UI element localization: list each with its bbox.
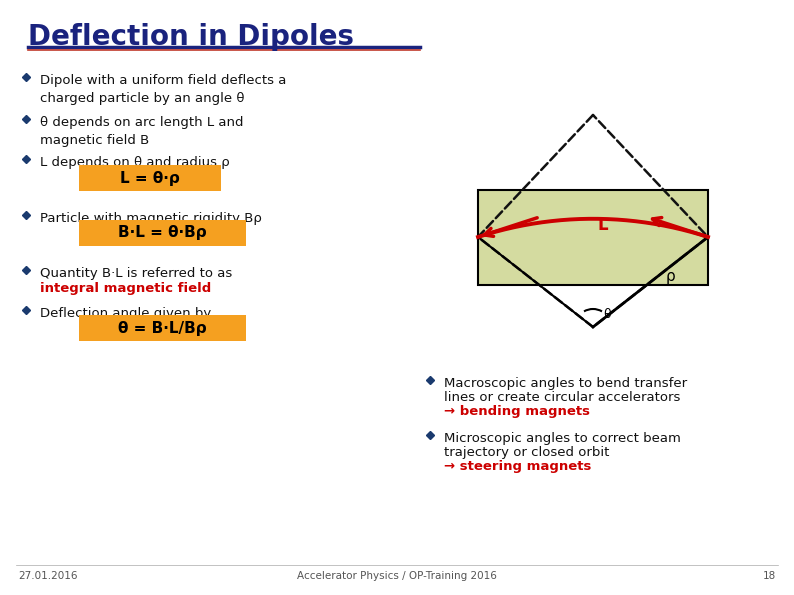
Text: lines or create circular accelerators: lines or create circular accelerators: [444, 391, 680, 404]
Text: Deflection in Dipoles: Deflection in Dipoles: [28, 23, 354, 51]
Text: L depends on θ and radius ρ: L depends on θ and radius ρ: [40, 156, 229, 169]
Text: Dipole with a uniform field deflects a
charged particle by an angle θ: Dipole with a uniform field deflects a c…: [40, 74, 287, 105]
Text: θ: θ: [603, 308, 611, 321]
Text: 27.01.2016: 27.01.2016: [18, 571, 78, 581]
Text: Accelerator Physics / OP-Training 2016: Accelerator Physics / OP-Training 2016: [297, 571, 497, 581]
Text: θ = B·L/Bρ: θ = B·L/Bρ: [118, 321, 206, 336]
Text: trajectory or closed orbit: trajectory or closed orbit: [444, 446, 609, 459]
Text: Deflection angle given by: Deflection angle given by: [40, 307, 211, 320]
Text: Microscopic angles to correct beam: Microscopic angles to correct beam: [444, 432, 681, 445]
Text: → bending magnets: → bending magnets: [444, 405, 590, 418]
FancyBboxPatch shape: [79, 220, 246, 246]
Bar: [478, 190, 708, 285]
Text: ρ: ρ: [665, 270, 675, 284]
Text: θ depends on arc length L and
magnetic field B: θ depends on arc length L and magnetic f…: [40, 116, 244, 147]
FancyBboxPatch shape: [79, 165, 221, 191]
Text: integral magnetic field: integral magnetic field: [40, 282, 211, 295]
Text: L: L: [597, 216, 607, 234]
Text: Macroscopic angles to bend transfer: Macroscopic angles to bend transfer: [444, 377, 687, 390]
Text: Quantity B·L is referred to as: Quantity B·L is referred to as: [40, 267, 233, 280]
Text: Particle with magnetic rigidity Bρ: Particle with magnetic rigidity Bρ: [40, 212, 262, 225]
Text: 18: 18: [763, 571, 776, 581]
FancyBboxPatch shape: [79, 315, 246, 341]
Text: → steering magnets: → steering magnets: [444, 460, 592, 473]
Text: L = θ·ρ: L = θ·ρ: [120, 171, 180, 186]
Text: B·L = θ·Bρ: B·L = θ·Bρ: [118, 226, 206, 240]
